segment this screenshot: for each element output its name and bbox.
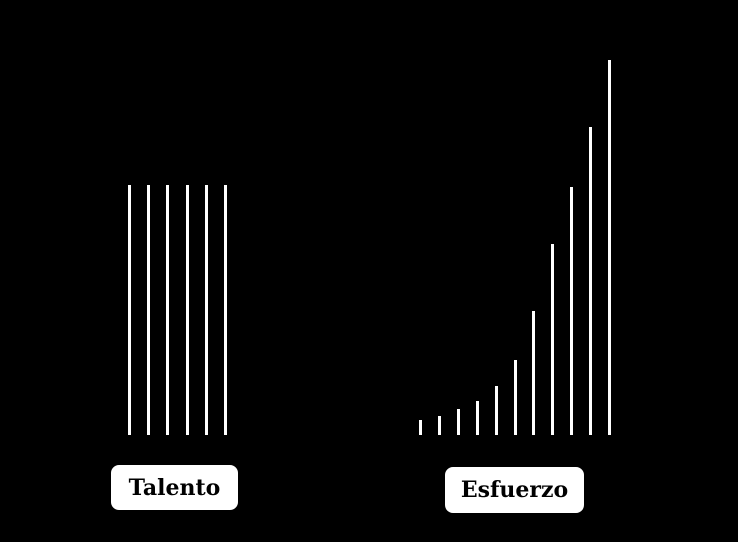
talento-bar: [224, 185, 227, 435]
talento-bar: [166, 185, 170, 435]
talento-bar: [185, 185, 189, 435]
esfuerzo-bar: [419, 420, 422, 435]
talento-bar: [204, 185, 208, 435]
esfuerzo-bar: [456, 409, 460, 435]
esfuerzo-label: Esfuerzo: [445, 467, 584, 513]
esfuerzo-bar: [532, 311, 536, 435]
esfuerzo-bar: [589, 127, 593, 435]
esfuerzo-bar: [608, 60, 611, 435]
esfuerzo-bar: [551, 244, 555, 435]
talento-label: Talento: [111, 465, 238, 510]
talento-bar: [147, 185, 151, 435]
esfuerzo-bar: [570, 187, 574, 435]
esfuerzo-bar: [513, 360, 517, 435]
esfuerzo-bar: [437, 416, 441, 435]
esfuerzo-bar: [475, 401, 479, 435]
talento-bar: [128, 185, 131, 435]
esfuerzo-bar: [494, 386, 498, 435]
